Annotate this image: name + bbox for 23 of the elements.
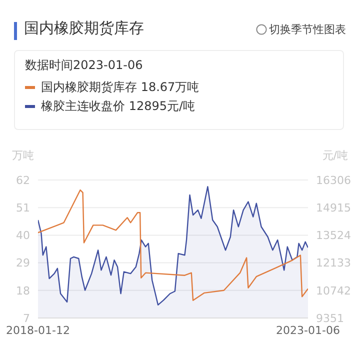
y2-tick-label: 16306 xyxy=(316,174,351,187)
y2-tick-label: 12133 xyxy=(316,256,351,270)
y-tick-label: 62 xyxy=(16,174,30,187)
y-tick-label: 29 xyxy=(16,256,30,270)
legend-label: 国内橡胶期货库存 xyxy=(41,80,137,94)
y2-tick-label: 13524 xyxy=(316,229,351,242)
text: 数据时间2023-01-06 xyxy=(25,57,144,74)
y-tick-label: 18 xyxy=(16,284,30,298)
y-tick-label: 7 xyxy=(23,312,30,325)
y2-axis-title: 元/吨 xyxy=(322,148,348,163)
chart-title: 国内橡胶期货库存 xyxy=(24,19,144,38)
y-axis-title: 万吨 xyxy=(12,148,34,163)
text: 切换季节性图表 xyxy=(269,22,346,37)
legend-label: 橡胶主连收盘价 xyxy=(41,99,125,113)
y-tick-label: 51 xyxy=(16,202,30,215)
y-tick-label: 40 xyxy=(16,229,30,242)
y2-tick-label: 14915 xyxy=(316,202,351,215)
y2-tick-label: 10742 xyxy=(316,284,351,298)
text: 12895元/吨 xyxy=(128,99,196,113)
x-tick-label: 2023-01-06 xyxy=(276,324,340,337)
text: 18.67万吨 xyxy=(140,80,200,94)
y2-tick-label: 9351 xyxy=(316,312,344,325)
x-tick-label: 2018-01-12 xyxy=(6,324,70,337)
